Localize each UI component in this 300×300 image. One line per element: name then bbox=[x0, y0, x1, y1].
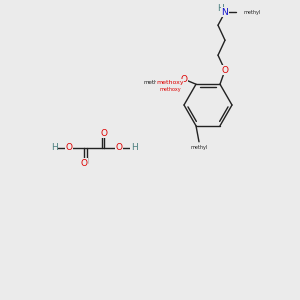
Text: methoxy: methoxy bbox=[144, 80, 168, 85]
Text: methyl: methyl bbox=[243, 10, 260, 15]
Text: O: O bbox=[65, 143, 73, 152]
Text: methoxy: methoxy bbox=[156, 80, 184, 85]
Text: O: O bbox=[100, 128, 107, 137]
Text: methoxy: methoxy bbox=[159, 87, 181, 92]
Text: O: O bbox=[221, 66, 229, 75]
Text: H: H bbox=[130, 143, 137, 152]
Text: O: O bbox=[116, 143, 122, 152]
Text: O: O bbox=[80, 158, 88, 167]
Text: O: O bbox=[181, 75, 188, 84]
Text: methyl: methyl bbox=[190, 145, 208, 150]
Text: N: N bbox=[222, 8, 228, 17]
Text: H: H bbox=[51, 143, 57, 152]
Text: H: H bbox=[217, 4, 224, 13]
